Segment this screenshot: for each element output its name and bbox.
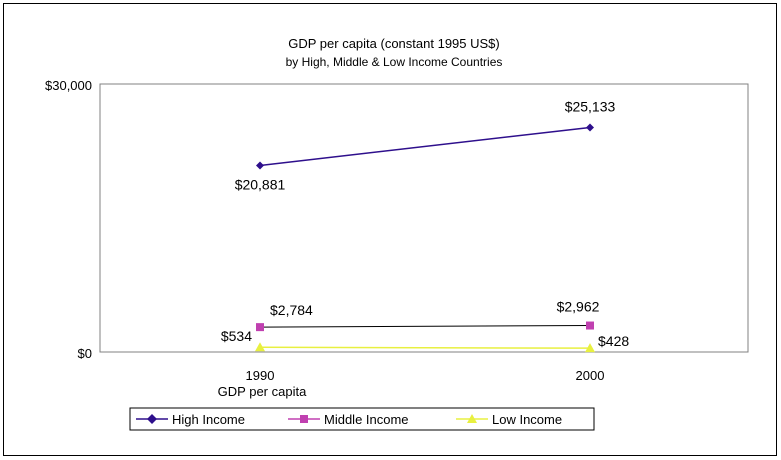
legend-marker-low-income	[467, 414, 477, 423]
data-point-middle-income-2000	[586, 321, 594, 330]
chart-subtitle: by High, Middle & Low Income Countries	[286, 55, 503, 69]
chart-frame: GDP per capita (constant 1995 US$) by Hi…	[3, 3, 777, 456]
data-label-high-income-2000: $25,133	[565, 98, 616, 114]
legend-box	[129, 407, 595, 431]
series-layer: $20,881 $25,133 $2,784 $2,962 $534 $428	[221, 98, 629, 353]
y-tick-label-min: $0	[78, 346, 92, 361]
series-line-high-income	[259, 126, 591, 167]
chart-title: GDP per capita (constant 1995 US$)	[288, 36, 500, 51]
data-point-low-income-1990	[255, 342, 265, 352]
data-label-middle-income-2000: $2,962	[557, 299, 600, 315]
x-tick-label-1990: 1990	[246, 368, 275, 383]
legend: High Income Middle Income Low Income	[129, 407, 595, 431]
series-line-middle-income	[259, 325, 591, 328]
data-label-low-income-1990: $534	[221, 328, 252, 344]
data-point-middle-income-1990	[256, 323, 264, 332]
series-line-low-income	[259, 346, 591, 349]
plot-area	[99, 83, 749, 353]
legend-marker-middle-income	[300, 415, 308, 423]
line-chart: GDP per capita (constant 1995 US$) by Hi…	[45, 36, 749, 431]
legend-label-middle-income: Middle Income	[324, 412, 409, 427]
data-label-high-income-1990: $20,881	[235, 176, 286, 192]
data-label-low-income-2000: $428	[598, 333, 629, 349]
data-point-high-income-2000	[586, 123, 594, 132]
data-point-low-income-2000	[585, 343, 595, 353]
legend-label-low-income: Low Income	[492, 412, 562, 427]
data-point-high-income-1990	[256, 161, 264, 170]
x-tick-label-2000: 2000	[576, 368, 605, 383]
data-label-middle-income-1990: $2,784	[270, 302, 313, 318]
x-axis-label: GDP per capita	[218, 384, 307, 399]
legend-marker-high-income	[147, 414, 157, 424]
legend-label-high-income: High Income	[172, 412, 245, 427]
y-tick-label-max: $30,000	[45, 78, 92, 93]
